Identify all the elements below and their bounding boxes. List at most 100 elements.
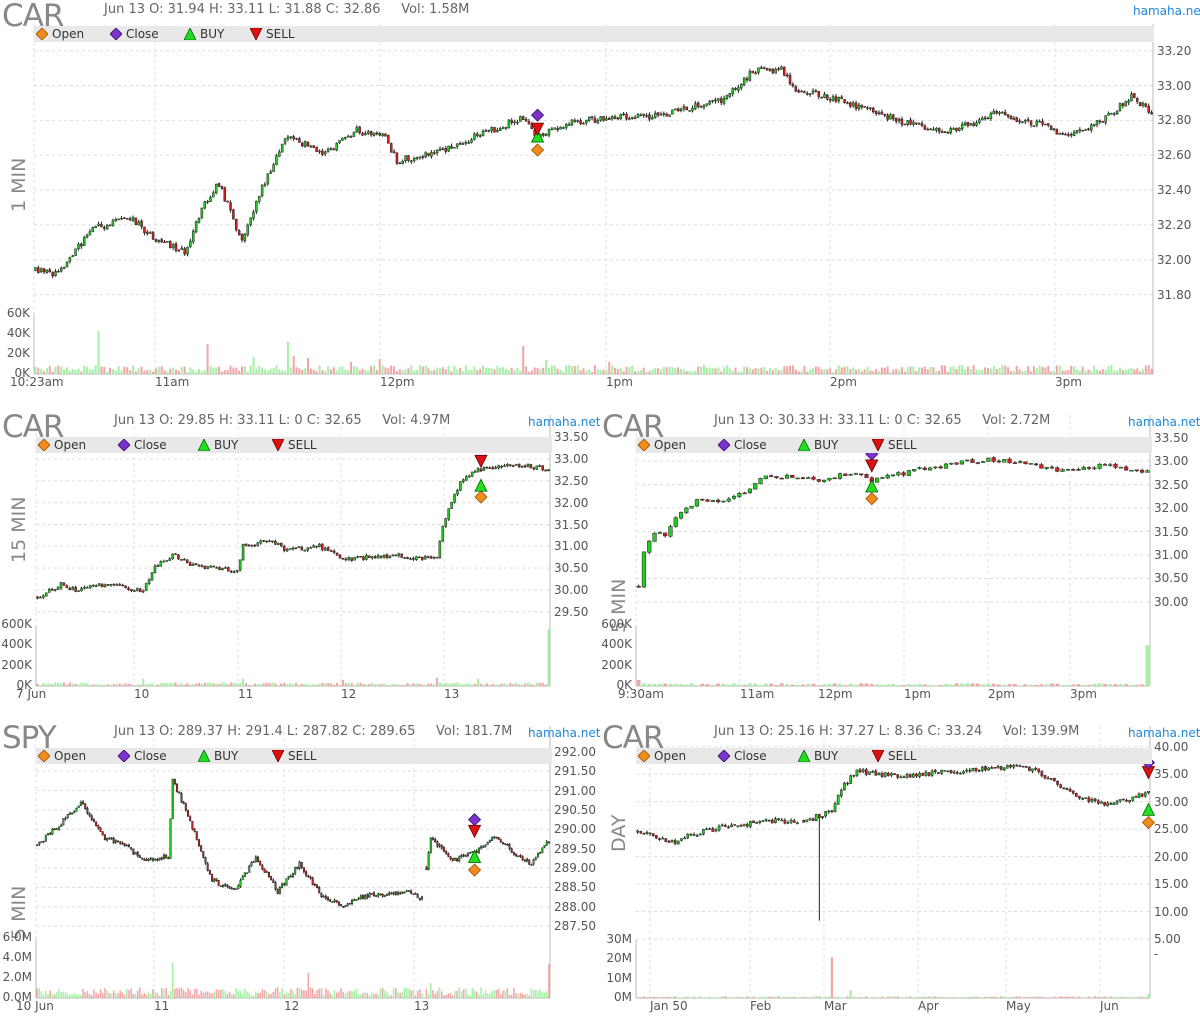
volume-bar	[256, 684, 259, 686]
volume-bar	[720, 371, 723, 374]
volume-bar	[769, 683, 773, 686]
volume-bar	[651, 369, 654, 374]
candle-body	[50, 589, 54, 591]
candle-body	[946, 132, 950, 134]
brand-link[interactable]: hamaha.net	[528, 726, 601, 740]
candle-body	[118, 583, 121, 586]
volume-bar	[392, 988, 395, 998]
brand-link[interactable]: hamaha.net	[1128, 415, 1200, 429]
volume-bar	[817, 366, 820, 374]
candle-body	[1122, 798, 1125, 801]
volume-bar	[375, 370, 378, 374]
candle-body	[894, 118, 898, 122]
candle-body	[921, 772, 925, 776]
volume-bar	[892, 369, 895, 374]
candle-body	[940, 769, 943, 774]
candle-body	[450, 501, 453, 509]
volume-bar	[761, 997, 765, 998]
candle-body	[488, 467, 492, 469]
legend-bar: Open Close BUY SELL	[36, 437, 552, 453]
candle-body	[426, 556, 430, 559]
candle-body	[924, 771, 928, 776]
candle-body	[989, 112, 993, 119]
volume-bar	[124, 683, 127, 686]
volume-bar	[74, 369, 77, 374]
candle-body	[827, 810, 831, 813]
volume-bar	[965, 683, 970, 686]
volume-bar	[192, 684, 195, 686]
candle-body	[821, 816, 824, 819]
candle-body	[206, 863, 209, 871]
legend-open: Open	[638, 437, 686, 453]
volume-bar	[1018, 369, 1021, 374]
candle-body	[321, 150, 324, 155]
volume-bar	[269, 368, 272, 374]
brand-link[interactable]: hamaha.net	[1133, 4, 1200, 18]
candle-body	[708, 828, 711, 830]
candle-body	[421, 156, 425, 158]
candle-body	[539, 852, 542, 854]
volume-bar	[975, 683, 980, 686]
volume-bar	[365, 684, 368, 686]
candle-body	[154, 238, 158, 242]
candle-body	[745, 78, 749, 81]
candle-body	[995, 111, 998, 114]
candle-body	[256, 856, 260, 862]
candle-body	[396, 892, 400, 895]
candle-body	[453, 146, 456, 149]
volume-bar	[924, 996, 928, 998]
volume-bar	[852, 996, 855, 998]
volume-bar	[49, 990, 51, 998]
volume-bar	[309, 368, 312, 374]
volume-bar	[1104, 369, 1107, 374]
brand-link[interactable]: hamaha.net	[528, 415, 601, 429]
volume-bar	[803, 365, 806, 374]
volume-bar	[711, 997, 714, 998]
volume-bar	[473, 990, 476, 998]
volume-bar	[1060, 684, 1065, 686]
candle-body	[1043, 775, 1047, 779]
volume-bar	[705, 684, 710, 686]
candle-body	[684, 507, 689, 513]
volume-bar	[588, 369, 591, 374]
volume-bar	[931, 996, 934, 998]
candle-body	[68, 256, 72, 262]
volume-bar	[143, 370, 146, 374]
candle-body	[171, 553, 174, 560]
candle-body	[106, 837, 109, 841]
volume-bar	[1128, 997, 1131, 998]
volume-bar	[1087, 996, 1090, 998]
volume-bar	[252, 995, 255, 998]
volume-bar	[645, 996, 649, 998]
candle-body	[622, 113, 625, 116]
volume-bar	[315, 684, 318, 686]
volume-bar	[978, 370, 981, 374]
volume-bar	[287, 993, 290, 998]
volume-bar	[545, 360, 548, 374]
candle-body	[404, 155, 407, 162]
volume-bar	[171, 963, 174, 998]
candle-body	[449, 856, 452, 859]
volume-bar	[277, 685, 280, 686]
volume-bar	[159, 683, 162, 686]
candle-body	[184, 803, 187, 811]
candle-body	[357, 898, 360, 900]
volume-bar	[454, 990, 456, 998]
candle-body	[355, 127, 359, 133]
volume-bar	[1110, 365, 1113, 374]
volume-bar	[1072, 996, 1075, 998]
volume-bar	[262, 683, 265, 686]
volume-bar	[869, 684, 874, 686]
volume-bar	[893, 996, 896, 998]
volume-bar	[1081, 997, 1084, 998]
volume-bar	[48, 683, 51, 686]
candle-body	[763, 475, 768, 479]
volume-bar	[165, 987, 167, 998]
candle-body	[692, 834, 696, 836]
candle-body	[689, 833, 693, 836]
volume-bar	[941, 365, 944, 374]
legend-sell: SELL	[872, 748, 917, 764]
candle-body	[224, 567, 227, 569]
brand-link[interactable]: hamaha.net	[1128, 726, 1200, 740]
volume-bar	[680, 368, 683, 374]
